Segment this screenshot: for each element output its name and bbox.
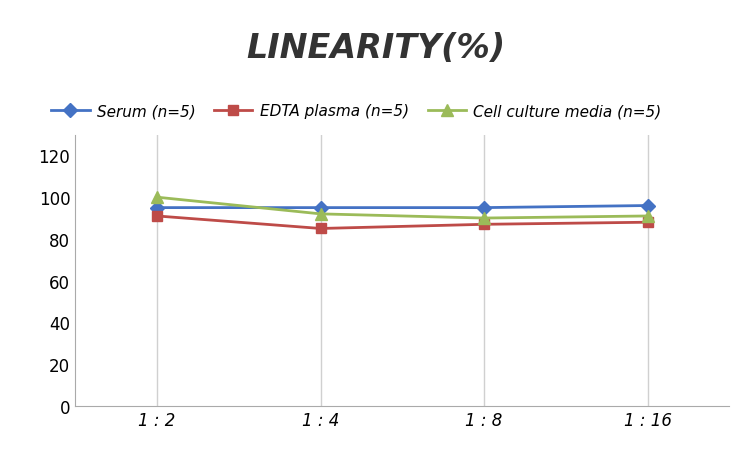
- Line: Serum (n=5): Serum (n=5): [152, 201, 653, 213]
- EDTA plasma (n=5): [480, 222, 489, 227]
- Serum (n=5): [480, 206, 489, 211]
- Text: LINEARITY(%): LINEARITY(%): [247, 32, 505, 64]
- EDTA plasma (n=5): [153, 214, 162, 219]
- Cell culture media (n=5): [643, 214, 652, 219]
- Cell culture media (n=5): [153, 195, 162, 200]
- Line: Cell culture media (n=5): Cell culture media (n=5): [151, 192, 653, 224]
- Cell culture media (n=5): [316, 212, 325, 217]
- Cell culture media (n=5): [480, 216, 489, 221]
- Legend: Serum (n=5), EDTA plasma (n=5), Cell culture media (n=5): Serum (n=5), EDTA plasma (n=5), Cell cul…: [45, 98, 668, 125]
- EDTA plasma (n=5): [316, 226, 325, 232]
- Serum (n=5): [643, 203, 652, 209]
- EDTA plasma (n=5): [643, 220, 652, 226]
- Line: EDTA plasma (n=5): EDTA plasma (n=5): [152, 212, 653, 234]
- Serum (n=5): [316, 206, 325, 211]
- Serum (n=5): [153, 206, 162, 211]
